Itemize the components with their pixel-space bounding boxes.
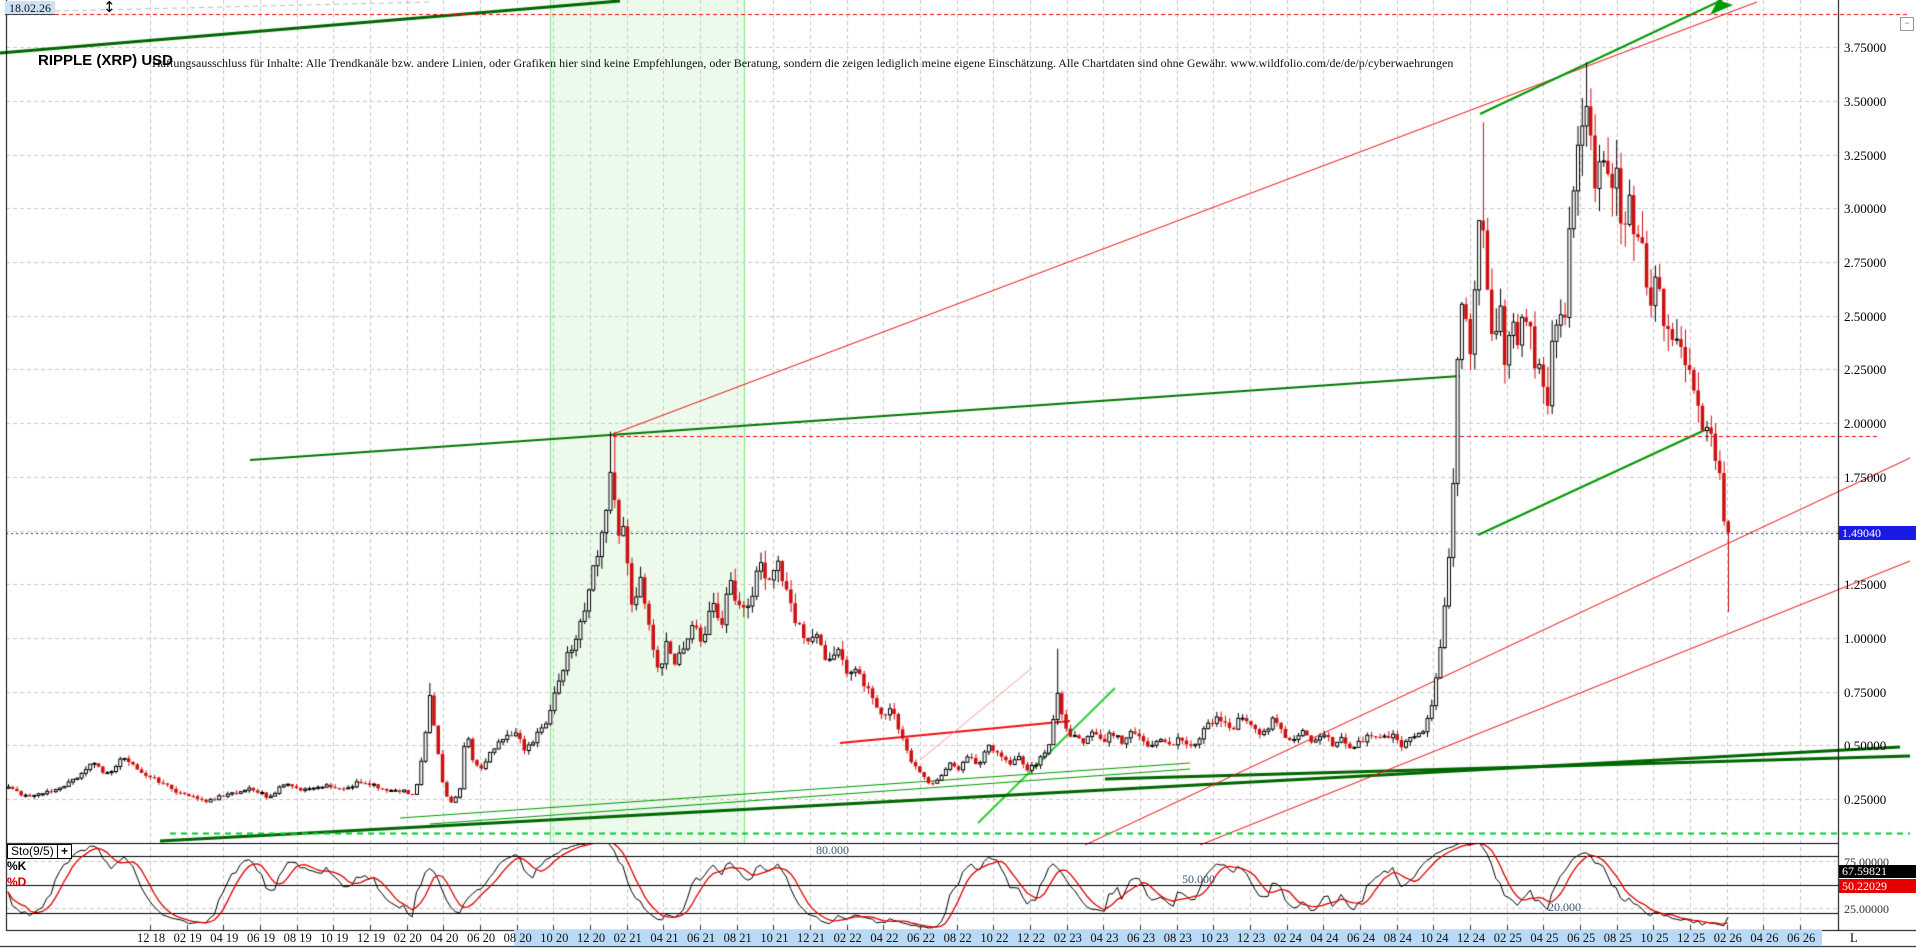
date-axis-label: 08 24 xyxy=(1383,931,1412,945)
sto-level-label: 80.000 xyxy=(816,843,849,858)
date-axis-label: 10 23 xyxy=(1200,931,1229,945)
sto-level-label: 20.000 xyxy=(1548,899,1581,914)
price-axis-label: 2.25000 xyxy=(1844,362,1887,378)
date-axis-label: 08 21 xyxy=(723,931,752,945)
add-indicator-button[interactable]: + xyxy=(57,844,72,859)
date-axis-label: 12 25 xyxy=(1677,931,1706,945)
date-axis-label: 12 19 xyxy=(356,931,386,945)
date-axis-label: 02 23 xyxy=(1053,931,1082,945)
date-axis-label: 06 21 xyxy=(686,931,716,945)
date-axis-label: 06 26 xyxy=(1787,931,1816,945)
date-axis-label: 06 25 xyxy=(1567,931,1596,945)
date-axis-label: 12 21 xyxy=(796,931,826,945)
disclaimer-text: Haftungsausschluss für Inhalte: Alle Tre… xyxy=(152,56,1454,70)
sto-indicator-button[interactable]: Sto(9/5) xyxy=(7,844,58,859)
resize-vertical-icon[interactable]: ↕ xyxy=(103,0,116,16)
date-axis-label: 02 24 xyxy=(1273,931,1302,945)
date-axis-label: 04 24 xyxy=(1310,931,1339,945)
chart-title: RIPPLE (XRP) USD xyxy=(38,52,174,69)
sto-k-value-tag: 67.59821 xyxy=(1839,865,1916,878)
price-axis-label: 3.25000 xyxy=(1844,147,1887,163)
sto-level-label: 50.000 xyxy=(1182,871,1215,886)
date-axis-label: 12 20 xyxy=(576,931,606,945)
date-axis-label: 06 19 xyxy=(246,931,276,945)
price-axis-label: 1.00000 xyxy=(1844,630,1887,646)
date-axis-label: 04 26 xyxy=(1750,931,1779,945)
date-axis-label: 04 21 xyxy=(650,931,679,945)
date-axis-label: 10 19 xyxy=(320,931,349,945)
date-axis-label: 10 25 xyxy=(1640,931,1669,945)
price-axis-label: 3.75000 xyxy=(1844,40,1887,56)
last-date-chip: 18.02.26 xyxy=(5,1,55,15)
sto-axis-label: 25.00000 xyxy=(1844,902,1889,916)
date-axis-label: 08 22 xyxy=(943,931,972,945)
date-axis-label: 04 20 xyxy=(430,931,459,945)
date-axis-label: 06 22 xyxy=(907,931,936,945)
sto-d-value-tag: 50.22029 xyxy=(1839,879,1916,893)
price-axis-label: 1.25000 xyxy=(1844,577,1887,593)
date-axis-label: 12 18 xyxy=(136,931,166,945)
date-range-highlight xyxy=(514,930,1822,946)
date-axis-label: 08 23 xyxy=(1163,931,1192,945)
date-axis-label: 02 21 xyxy=(613,931,642,945)
price-axis-label: 2.50000 xyxy=(1844,308,1887,324)
date-axis-label: 10 24 xyxy=(1420,931,1449,945)
date-axis-label: 08 19 xyxy=(283,931,312,945)
date-axis-label: 10 22 xyxy=(980,931,1009,945)
date-axis-label: 02 19 xyxy=(173,931,202,945)
date-axis-label: 12 23 xyxy=(1237,931,1266,945)
price-axis-label: 0.50000 xyxy=(1844,738,1887,754)
last-date-label: 18.02.26 xyxy=(9,1,51,15)
price-axis-label: 3.00000 xyxy=(1844,201,1887,217)
date-axis-label: 08 20 xyxy=(503,931,532,945)
collapse-icon[interactable]: − xyxy=(1900,17,1914,31)
date-axis-label: 12 24 xyxy=(1457,931,1486,945)
price-axis-label: 0.75000 xyxy=(1844,684,1887,700)
price-axis-label: 2.75000 xyxy=(1844,255,1887,270)
date-axis-label: 06 23 xyxy=(1127,931,1156,945)
price-axis-label: 0.25000 xyxy=(1844,792,1887,807)
price-axis-label: 3.50000 xyxy=(1844,93,1887,109)
date-axis-label: 08 25 xyxy=(1603,931,1632,945)
date-axis-label: 04 22 xyxy=(870,931,899,945)
date-axis-label: 04 25 xyxy=(1530,931,1559,945)
date-axis-label: 10 20 xyxy=(540,931,569,945)
sto-d-legend: %D xyxy=(7,875,27,889)
date-axis-label: 12 22 xyxy=(1017,931,1046,945)
current-price-tag: 1.49040 xyxy=(1839,525,1916,540)
date-axis-label: 04 19 xyxy=(210,931,239,945)
date-axis-label: 02 20 xyxy=(393,931,422,945)
date-axis-suffix: L xyxy=(1850,931,1858,945)
date-axis-label: 06 20 xyxy=(466,931,496,945)
date-axis-label: 10 21 xyxy=(760,931,789,945)
date-axis-label: 02 25 xyxy=(1493,931,1522,945)
date-axis-label: 02 22 xyxy=(833,931,862,945)
date-axis-label: 06 24 xyxy=(1347,931,1376,945)
price-axis-label: 1.75000 xyxy=(1844,469,1887,485)
sto-k-legend: %K xyxy=(7,859,27,873)
price-axis-label: 2.00000 xyxy=(1844,416,1887,432)
date-axis-label: 04 23 xyxy=(1090,931,1119,945)
date-axis-label: 02 26 xyxy=(1713,931,1742,945)
